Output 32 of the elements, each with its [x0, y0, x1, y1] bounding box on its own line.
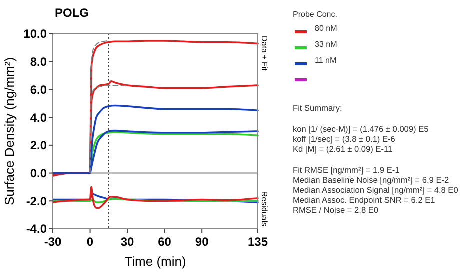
legend-title: Probe Conc.: [293, 10, 338, 19]
text: RMSE / Noise = 2.8 E0: [293, 205, 379, 215]
x-tick-label: 135: [248, 235, 268, 249]
x-axis-title: Time (min): [124, 254, 186, 269]
x-tick-label: 60: [158, 235, 172, 249]
y-tick-label: -4.0: [26, 222, 48, 236]
legend-label: 33 nM: [315, 40, 338, 50]
text: Residuals: [260, 191, 269, 227]
y-tick-label: 10.0: [24, 27, 48, 42]
y-tick-label: 0.0: [30, 166, 48, 180]
legend-label: 80 nM: [315, 24, 338, 34]
text: koff [1/sec] = (3.8 ± 0.1) E-6: [293, 134, 396, 144]
text: Fit RMSE [ng/mm²] = 1.9 E-1: [293, 165, 400, 175]
text: Median Baseline Noise [ng/mm²] = 6.9 E-2: [293, 175, 450, 185]
text: Kd [M] = (2.61 ± 0.09) E-11: [293, 144, 394, 154]
y-tick-label: -2.0: [26, 194, 48, 208]
y-tick-label: 2.0: [30, 138, 48, 153]
x-tick-label: 30: [120, 235, 135, 249]
text: kon [1/ (sec·M)] = (1.476 ± 0.009) E5: [293, 124, 430, 134]
x-tick-label: 0: [86, 235, 94, 249]
text: Median Assoc. Endpoint SNR = 6.2 E1: [293, 195, 436, 205]
y-tick-label: 6.0: [30, 82, 48, 97]
text: Fit Summary:: [293, 103, 342, 113]
y-tick-label: 8.0: [30, 55, 48, 70]
x-tick-label: 90: [195, 235, 210, 249]
text: Median Association Signal [ng/mm²] = 4.8 E0: [293, 185, 459, 195]
chart-title: POLG: [55, 6, 90, 20]
y-axis-title: Surface Density (ng/mm²): [2, 57, 17, 206]
x-tick-label: -30: [44, 235, 62, 249]
legend-label: 11 nM: [315, 56, 337, 66]
y-tick-label: 4.0: [30, 110, 48, 125]
text: Data + Fit: [260, 36, 269, 72]
